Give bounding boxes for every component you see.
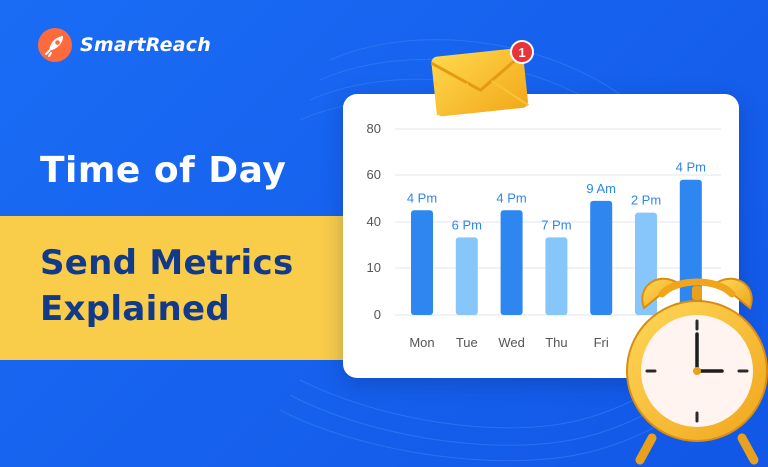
x-tick-label: Fri [594, 335, 609, 350]
rocket-icon [38, 28, 72, 62]
bar [590, 200, 613, 315]
bar [500, 210, 523, 315]
brand-name: SmartReach [80, 34, 211, 56]
headline-line-3: Explained [40, 289, 231, 329]
headline-line-1: Time of Day [40, 150, 287, 191]
y-tick-label: 40 [367, 214, 381, 229]
notification-badge [510, 40, 534, 64]
notification-count: 1 [518, 45, 525, 60]
data-label: 2 Pm [631, 193, 661, 208]
data-label: 9 Am [586, 181, 616, 196]
brand-logo: SmartReach [38, 28, 211, 62]
data-label: 7 Pm [541, 217, 571, 232]
bar [411, 210, 433, 315]
headline-lines-2-3: Send Metrics Explained [40, 240, 294, 332]
x-tick-label: Tue [456, 335, 478, 350]
bar [545, 237, 568, 315]
data-label: 4 Pm [676, 160, 706, 175]
y-tick-label: 80 [367, 121, 381, 136]
x-tick-label: Wed [498, 335, 524, 350]
y-tick-label: 60 [367, 167, 381, 182]
y-tick-label: 0 [374, 307, 381, 322]
envelope-icon: 1 [430, 40, 534, 117]
x-tick-label: Mon [409, 335, 434, 350]
headline-band [0, 216, 372, 360]
data-label: 6 Pm [452, 217, 482, 232]
y-tick-label: 10 [367, 260, 381, 275]
x-tick-label: Thu [545, 335, 567, 350]
headline-line-2: Send Metrics [40, 243, 294, 283]
data-label: 4 Pm [407, 190, 437, 205]
data-label: 4 Pm [496, 190, 526, 205]
alarm-clock-icon [626, 277, 768, 465]
bar [455, 237, 478, 315]
